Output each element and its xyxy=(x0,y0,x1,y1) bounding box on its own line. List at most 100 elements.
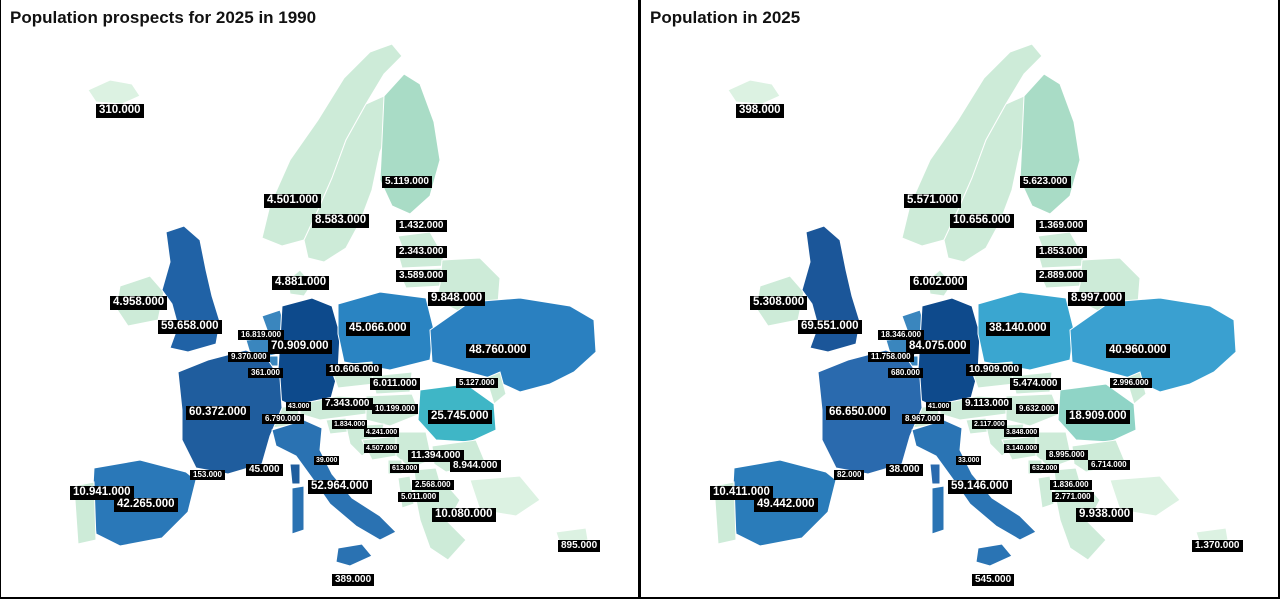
population-label-belarus: 8.997.000 xyxy=(1068,292,1126,306)
country-shape-finland xyxy=(379,73,441,215)
population-label-albania: 2.568.000 xyxy=(412,480,454,490)
population-label-czechia: 10.909.000 xyxy=(966,364,1023,376)
population-label-romania: 25.745.000 xyxy=(428,410,492,424)
country-shape-turkey-west xyxy=(469,475,541,517)
population-label-sweden: 10.656.000 xyxy=(950,214,1014,228)
population-label-italy: 59.146.000 xyxy=(948,480,1012,494)
population-label-slovakia: 5.474.000 xyxy=(1010,378,1061,390)
frame-bottom-border xyxy=(0,597,1280,599)
country-shape-turkey-west xyxy=(1109,475,1181,517)
population-label-hungary: 9.632.000 xyxy=(1016,404,1058,414)
population-label-estonia: 1.369.000 xyxy=(1036,220,1087,232)
population-label-albania: 2.771.000 xyxy=(1052,492,1094,502)
country-shape-corsica xyxy=(929,463,941,485)
population-label-finland: 5.623.000 xyxy=(1020,176,1071,188)
population-label-portugal: 10.941.000 xyxy=(70,486,134,500)
population-label-liechtenstein: 43.000 xyxy=(286,402,312,411)
country-shape-sicily xyxy=(975,543,1013,567)
country-shape-corsica xyxy=(289,463,301,485)
population-label-belarus: 9.848.000 xyxy=(428,292,486,306)
country-shape-iceland xyxy=(727,79,781,105)
population-label-greece: 10.080.000 xyxy=(432,508,496,522)
population-label-belgium: 11.758.000 xyxy=(868,352,914,362)
country-shape-germany xyxy=(917,297,981,411)
population-label-czechia: 10.606.000 xyxy=(326,364,383,376)
population-label-monaco: 38.000 xyxy=(886,464,923,476)
population-label-ireland: 5.308.000 xyxy=(750,296,808,310)
population-label-malta: 545.000 xyxy=(972,574,1015,586)
population-label-italy: 52.964.000 xyxy=(308,480,372,494)
population-label-greece: 9.938.000 xyxy=(1076,508,1134,522)
population-label-austria: 7.343.000 xyxy=(322,398,373,410)
population-label-ireland: 4.958.000 xyxy=(110,296,168,310)
population-label-netherlands: 18.346.000 xyxy=(878,330,925,340)
population-label-switzerland: 8.967.000 xyxy=(902,414,944,424)
population-label-ukraine: 48.760.000 xyxy=(466,344,530,358)
population-label-iceland: 310.000 xyxy=(96,104,144,118)
population-label-denmark: 6.002.000 xyxy=(910,276,968,290)
population-label-cyprus: 1.370.000 xyxy=(1192,540,1243,552)
population-label-montenegro: 613.000 xyxy=(390,464,420,473)
population-label-sanmarino: 39.000 xyxy=(314,456,340,465)
population-label-france: 60.372.000 xyxy=(186,406,250,420)
population-label-croatia: 4.241.000 xyxy=(364,428,400,437)
country-shape-sardinia xyxy=(291,485,305,535)
population-label-bulgaria: 6.714.000 xyxy=(1088,460,1130,470)
panel-title: Population in 2025 xyxy=(650,8,801,27)
population-label-hungary: 10.199.000 xyxy=(372,404,419,414)
panel-divider xyxy=(638,0,641,599)
population-label-germany: 84.075.000 xyxy=(906,340,970,354)
population-label-france: 66.650.000 xyxy=(826,406,890,420)
population-label-latvia: 1.853.000 xyxy=(1036,246,1087,258)
population-label-slovenia: 2.117.000 xyxy=(972,420,1007,429)
population-label-ukraine: 40.960.000 xyxy=(1106,344,1170,358)
population-label-slovenia: 1.834.000 xyxy=(332,420,368,429)
population-label-serbia: 11.394.000 xyxy=(408,450,464,462)
population-label-latvia: 2.343.000 xyxy=(396,246,447,258)
population-label-croatia: 3.848.000 xyxy=(1004,428,1040,437)
population-label-lithuania: 3.589.000 xyxy=(396,270,447,282)
population-label-belgium: 9.370.000 xyxy=(228,352,270,362)
population-label-northmacedonia: 5.011.000 xyxy=(398,492,440,502)
population-label-poland: 45.066.000 xyxy=(346,322,410,336)
frame-right-border xyxy=(1278,0,1280,599)
population-label-sweden: 8.583.000 xyxy=(312,214,370,228)
country-shape-sardinia xyxy=(931,485,945,535)
population-label-norway: 4.501.000 xyxy=(264,194,322,208)
country-shape-finland xyxy=(1019,73,1081,215)
europe-map xyxy=(713,43,1237,567)
country-shape-iceland xyxy=(87,79,141,105)
population-label-monaco: 45.000 xyxy=(246,464,283,476)
population-label-serbia: 8.995.000 xyxy=(1046,450,1088,460)
population-label-lithuania: 2.889.000 xyxy=(1036,270,1087,282)
population-label-bulgaria: 8.944.000 xyxy=(450,460,501,472)
population-label-northmacedonia: 1.836.000 xyxy=(1050,480,1092,490)
map-panel-1990-prospects: Population prospects for 2025 in 1990 31… xyxy=(10,8,601,586)
country-shape-germany xyxy=(277,297,341,411)
population-label-moldova: 5.127.000 xyxy=(456,378,498,388)
population-label-bosnia: 3.140.000 xyxy=(1004,444,1040,453)
population-label-switzerland: 6.790.000 xyxy=(262,414,304,424)
frame-left-border xyxy=(0,0,1,599)
population-label-uk: 69.551.000 xyxy=(798,320,862,334)
population-label-uk: 59.658.000 xyxy=(158,320,222,334)
population-label-moldova: 2.996.000 xyxy=(1110,378,1152,388)
population-label-montenegro: 632.000 xyxy=(1030,464,1060,473)
population-label-romania: 18.909.000 xyxy=(1066,410,1130,424)
population-label-luxembourg: 361.000 xyxy=(248,368,283,378)
population-label-finland: 5.119.000 xyxy=(382,176,432,188)
population-label-andorra: 82.000 xyxy=(834,470,865,480)
population-label-netherlands: 16.819.000 xyxy=(238,330,285,340)
population-label-spain: 42.265.000 xyxy=(114,498,178,512)
population-label-andorra: 153.000 xyxy=(190,470,225,480)
population-label-germany: 70.909.000 xyxy=(268,340,332,354)
population-label-sanmarino: 33.000 xyxy=(956,456,982,465)
map-panel-2025-actual: Population in 2025 398.000 5.571.000 5.623… xyxy=(640,0,1280,599)
population-label-denmark: 4.881.000 xyxy=(272,276,330,290)
population-label-portugal: 10.411.000 xyxy=(710,486,773,500)
population-label-malta: 389.000 xyxy=(332,574,375,586)
population-label-iceland: 398.000 xyxy=(736,104,784,118)
population-label-luxembourg: 680.000 xyxy=(888,368,923,378)
population-label-liechtenstein: 41.000 xyxy=(926,402,952,411)
population-label-poland: 38.140.000 xyxy=(986,322,1050,336)
